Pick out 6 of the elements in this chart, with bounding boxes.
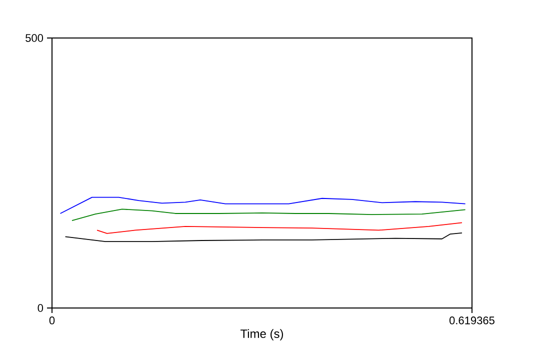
x-axis-title: Time (s) (240, 329, 284, 340)
x-tick-label: 0.619365 (449, 316, 494, 324)
line-series (72, 208, 466, 221)
y-tick-label: 500 (26, 34, 44, 42)
line-series (64, 232, 462, 242)
line-series (96, 222, 462, 234)
